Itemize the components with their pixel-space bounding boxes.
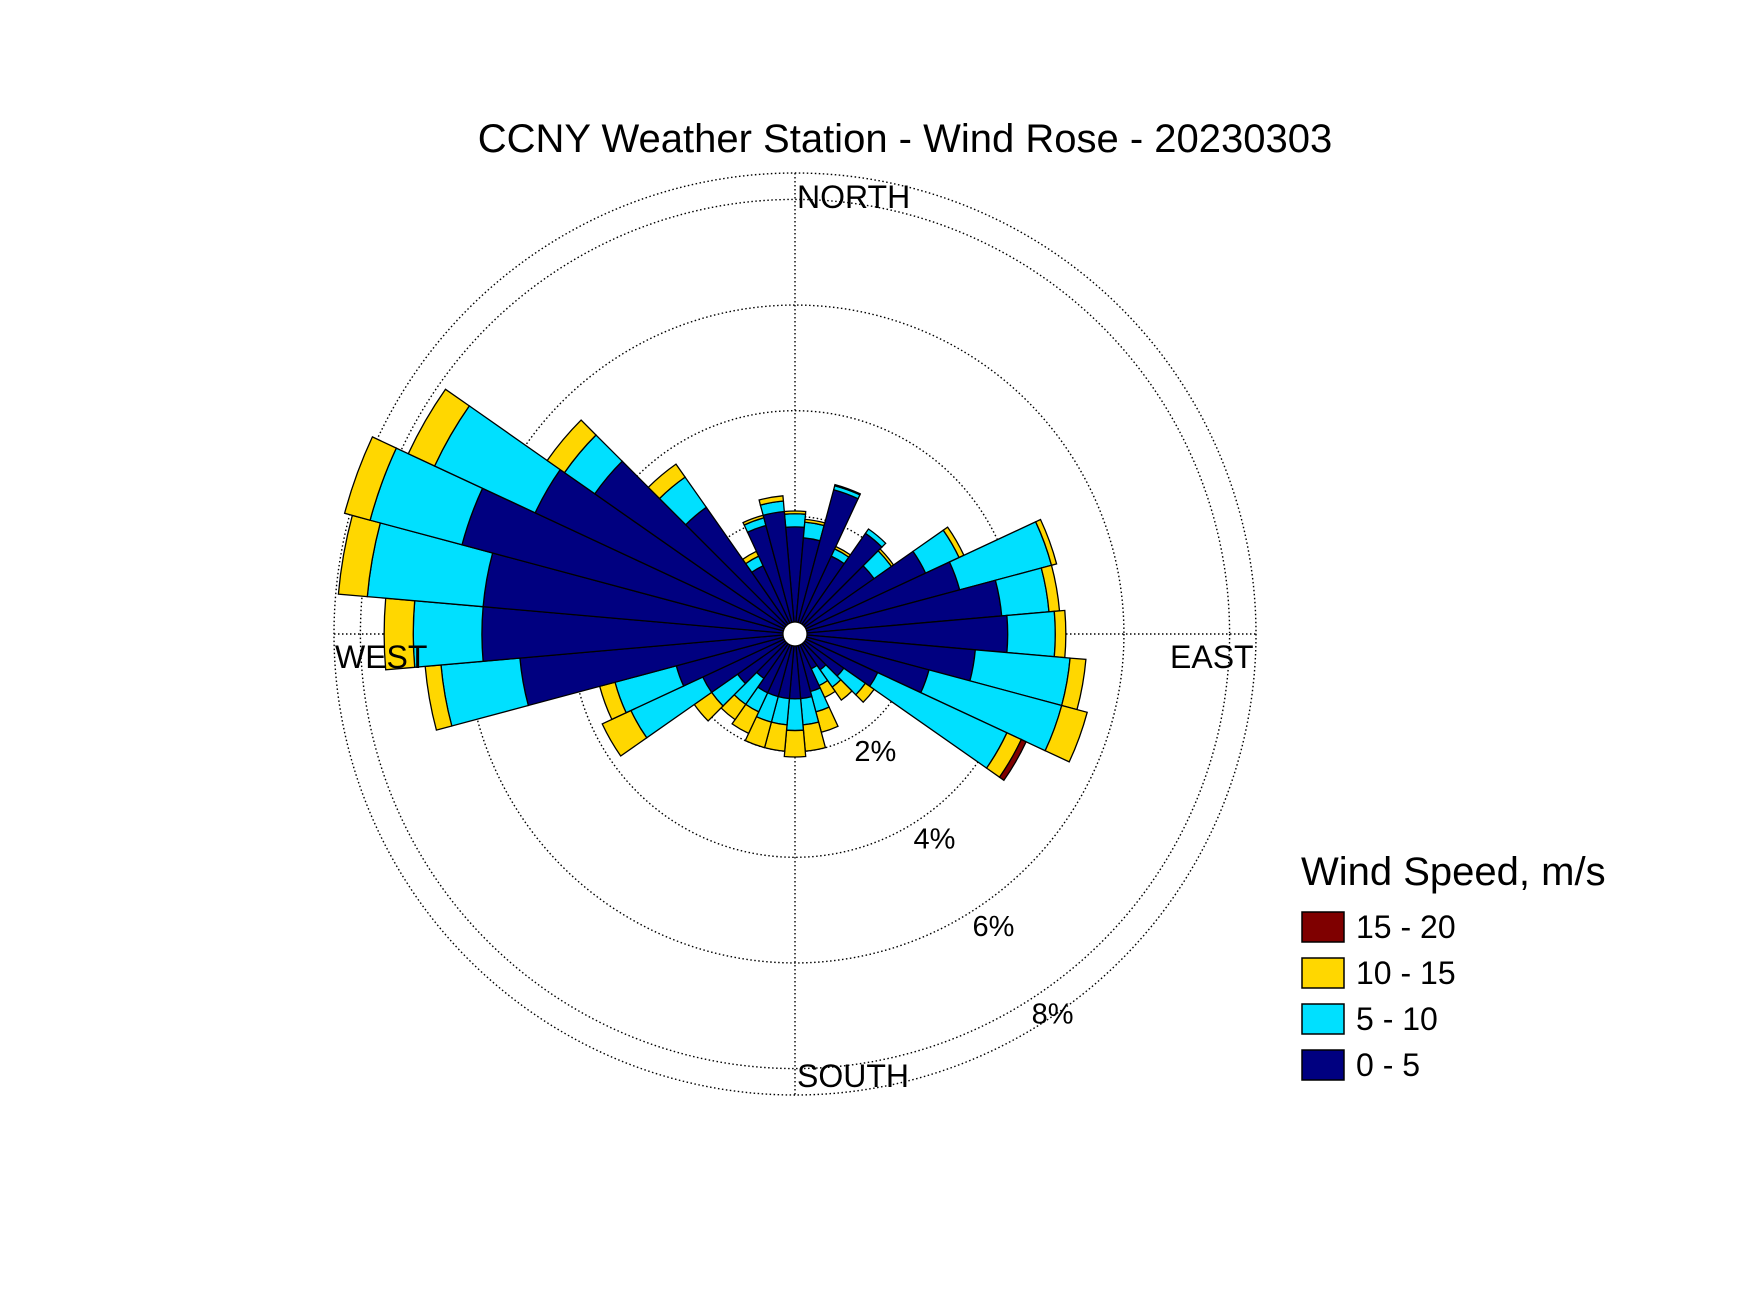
legend-label: 10 - 15 xyxy=(1356,955,1456,991)
legend-label: 15 - 20 xyxy=(1356,909,1456,945)
direction-label-east: EAST xyxy=(1170,639,1254,675)
legend-label: 5 - 10 xyxy=(1356,1001,1438,1037)
wedge-segment xyxy=(546,419,597,474)
wedge-segment xyxy=(854,682,876,704)
wedge-segment xyxy=(783,513,807,529)
wedge-segment xyxy=(783,510,807,515)
legend-title: Wind Speed, m/s xyxy=(1301,850,1606,894)
center-hole xyxy=(782,621,808,647)
legend-swatch xyxy=(1301,1049,1345,1081)
direction-label-west: WEST xyxy=(335,639,427,675)
wedge-segment xyxy=(647,463,687,500)
chart-title: CCNY Weather Station - Wind Rose - 20230… xyxy=(478,117,1333,161)
wedge-segment xyxy=(998,738,1027,782)
direction-label-south: SOUTH xyxy=(797,1058,909,1094)
grid-ring xyxy=(359,198,1231,1070)
legend: Wind Speed, m/s 15 - 20 10 - 15 5 - 10 0 - … xyxy=(1301,850,1606,1083)
wedge-segment xyxy=(831,678,853,702)
legend-label: 0 - 5 xyxy=(1356,1047,1420,1083)
legend-swatch xyxy=(1301,957,1345,989)
wedge-segment xyxy=(731,703,760,735)
wedge-segment xyxy=(833,483,862,496)
wedge-segment xyxy=(407,388,471,467)
wedge-segment xyxy=(744,715,773,749)
ring-label: 2% xyxy=(854,736,896,768)
direction-label-north: NORTH xyxy=(797,179,910,215)
wedge-segment xyxy=(440,657,530,727)
wedge-segment xyxy=(783,729,807,758)
wedge-segment xyxy=(1006,610,1056,658)
wedge-segment xyxy=(1053,609,1067,659)
wedge-segment xyxy=(758,495,785,506)
wedge-segment xyxy=(1044,704,1088,763)
legend-swatch xyxy=(1301,1003,1345,1035)
grid-ring-outer xyxy=(333,172,1257,1096)
ring-label: 8% xyxy=(1032,998,1074,1030)
wedge-segment xyxy=(1034,518,1058,567)
ring-label: 6% xyxy=(973,911,1015,943)
wedge-segment xyxy=(343,436,398,521)
ring-label: 4% xyxy=(913,823,955,855)
wedge-segment xyxy=(864,528,887,549)
wind-wedges xyxy=(337,388,1088,782)
legend-entries: 15 - 20 10 - 15 5 - 10 0 - 5 xyxy=(1301,909,1456,1083)
wedge-segment xyxy=(601,709,648,757)
ring-labels: 2% 4% 6% 8% xyxy=(854,736,1073,1031)
legend-swatch xyxy=(1301,911,1345,943)
